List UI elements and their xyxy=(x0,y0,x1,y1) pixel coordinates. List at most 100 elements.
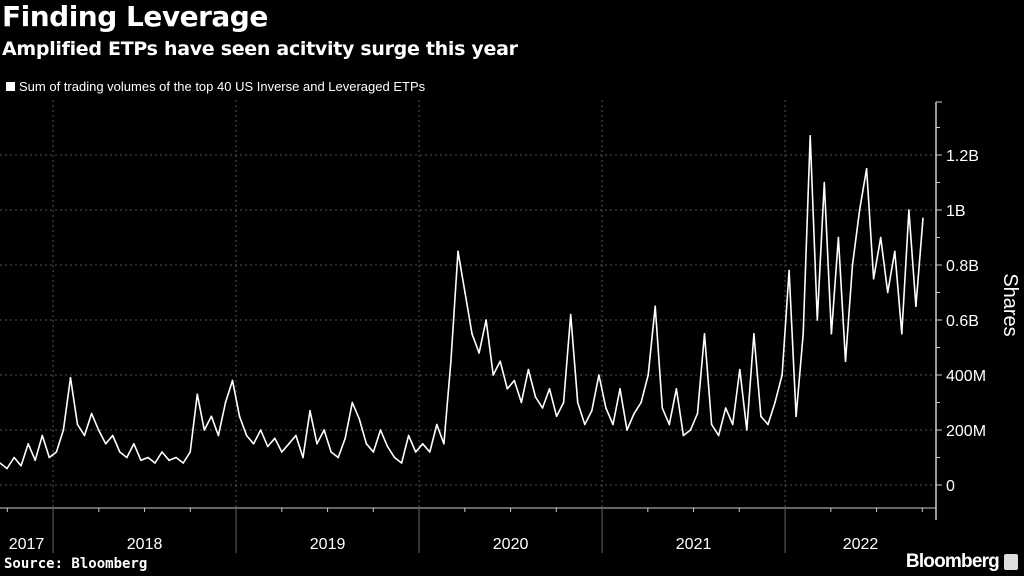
data-point xyxy=(428,451,431,453)
data-point xyxy=(802,332,804,335)
x-tick-label: 2022 xyxy=(843,536,879,553)
data-point xyxy=(13,456,15,459)
x-tick-label: 2019 xyxy=(310,536,346,553)
data-point xyxy=(499,360,502,363)
data-point xyxy=(62,429,65,431)
data-point xyxy=(365,442,368,445)
data-point xyxy=(781,374,783,376)
data-point xyxy=(330,451,332,453)
data-point xyxy=(724,407,727,409)
chart-title: Finding Leverage xyxy=(2,0,268,33)
data-point xyxy=(302,456,304,459)
data-point xyxy=(583,423,586,426)
data-point xyxy=(738,368,741,371)
data-point xyxy=(288,442,290,445)
data-point xyxy=(795,415,797,418)
data-point xyxy=(548,387,551,390)
legend-swatch xyxy=(6,82,15,91)
data-point xyxy=(619,387,621,390)
data-point xyxy=(6,467,8,470)
data-point xyxy=(527,368,530,371)
data-point xyxy=(506,387,509,390)
data-point xyxy=(591,409,593,412)
data-point xyxy=(605,407,607,409)
data-point xyxy=(273,437,276,440)
y-tick-label: 200M xyxy=(946,423,986,440)
data-point xyxy=(626,429,628,431)
data-point xyxy=(48,456,51,459)
data-point xyxy=(886,291,889,294)
legend: Sum of trading volumes of the top 40 US … xyxy=(6,79,425,94)
y-axis-title: Shares xyxy=(999,273,1021,336)
data-point xyxy=(407,434,410,437)
data-point xyxy=(126,456,128,459)
data-point xyxy=(569,313,572,316)
data-point xyxy=(252,442,255,445)
data-point xyxy=(922,217,924,220)
data-point xyxy=(393,456,396,459)
legend-label: Sum of trading volumes of the top 40 US … xyxy=(19,79,426,94)
data-point xyxy=(464,291,466,294)
data-point xyxy=(41,434,44,437)
data-point xyxy=(612,423,614,426)
data-point xyxy=(400,462,403,464)
data-point xyxy=(386,445,389,448)
data-point xyxy=(767,423,769,426)
data-point xyxy=(231,379,234,382)
data-point xyxy=(316,442,318,445)
data-point xyxy=(865,167,868,170)
data-point xyxy=(97,429,100,431)
data-point xyxy=(457,250,459,253)
data-point xyxy=(908,209,910,211)
data-point xyxy=(668,423,671,426)
y-tick-label: 0.8B xyxy=(946,258,979,275)
data-point xyxy=(309,409,311,412)
data-point xyxy=(450,360,452,363)
data-point xyxy=(858,209,861,211)
data-point xyxy=(703,332,706,335)
data-point xyxy=(83,434,86,437)
data-point xyxy=(598,374,600,376)
data-point xyxy=(111,434,114,437)
data-point xyxy=(76,423,79,426)
data-point xyxy=(203,429,206,431)
data-point xyxy=(760,415,762,418)
data-point xyxy=(647,374,649,376)
data-point xyxy=(809,134,812,137)
data-point xyxy=(576,401,579,404)
data-point xyxy=(372,451,375,453)
data-point xyxy=(175,456,177,459)
data-point xyxy=(682,434,685,437)
data-point xyxy=(844,360,847,363)
data-point xyxy=(140,459,142,462)
data-point xyxy=(746,429,748,431)
data-point xyxy=(534,396,537,398)
x-tick-label: 2021 xyxy=(676,536,712,553)
data-point xyxy=(323,429,325,431)
data-point xyxy=(20,464,22,467)
data-point xyxy=(118,451,121,453)
data-point xyxy=(851,264,854,266)
x-tick-label: 2018 xyxy=(127,536,163,553)
data-point xyxy=(238,415,241,418)
data-point xyxy=(414,451,417,453)
data-point xyxy=(654,305,657,308)
data-point xyxy=(351,401,354,404)
data-point xyxy=(471,332,473,335)
data-point xyxy=(189,451,192,453)
data-point xyxy=(893,250,896,253)
data-point xyxy=(443,442,445,445)
data-point xyxy=(344,437,347,440)
data-point xyxy=(182,462,184,464)
data-point xyxy=(90,412,93,415)
data-point xyxy=(295,434,297,437)
data-point xyxy=(0,462,1,464)
data-point xyxy=(281,451,283,453)
data-point xyxy=(640,401,642,404)
data-point xyxy=(562,401,565,404)
brand-name: Bloomberg xyxy=(905,551,1000,572)
data-point xyxy=(915,305,917,308)
data-point xyxy=(492,374,494,376)
data-point xyxy=(901,332,903,335)
data-point xyxy=(774,401,776,404)
